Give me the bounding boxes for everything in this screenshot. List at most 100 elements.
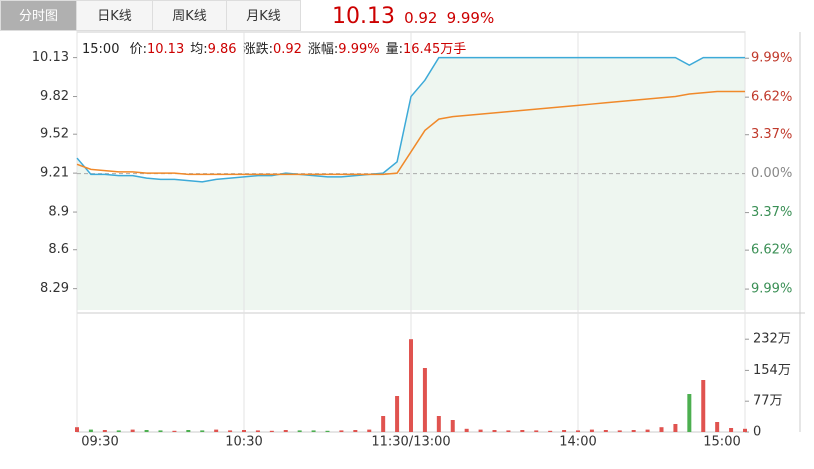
y2-tick-label: 3.37% bbox=[751, 205, 792, 220]
volume-bar bbox=[269, 430, 274, 432]
volume-bar bbox=[673, 424, 678, 432]
volume-bar bbox=[506, 430, 511, 432]
y-tick-label: 9.82 bbox=[40, 89, 69, 104]
y2-tick-label: 9.99% bbox=[751, 51, 792, 66]
volume-bar bbox=[715, 422, 720, 432]
x-tick-label: 10:30 bbox=[225, 435, 262, 450]
y-tick-label: 10.13 bbox=[32, 50, 69, 65]
info-time: 15:00 bbox=[82, 42, 120, 57]
y2-tick-label: 0.00% bbox=[751, 166, 792, 181]
volume-bar bbox=[214, 429, 219, 432]
volume-bar bbox=[242, 430, 246, 432]
volume-bar bbox=[367, 429, 372, 432]
volume-bar bbox=[409, 339, 413, 432]
volume-bar bbox=[186, 430, 191, 432]
quote: 10.13 0.92 9.99% bbox=[332, 4, 494, 29]
volume-bar bbox=[701, 380, 706, 432]
y-tick-label: 9.21 bbox=[40, 166, 69, 181]
info-label: 涨幅: bbox=[307, 42, 339, 57]
volume-bar bbox=[339, 430, 344, 432]
volume-bar bbox=[283, 430, 288, 432]
tab[interactable]: 周K线 bbox=[153, 0, 227, 31]
y2-unit: % bbox=[780, 90, 792, 105]
quote-price: 10.13 bbox=[332, 4, 395, 29]
volume-bar bbox=[589, 429, 594, 432]
volume-bar bbox=[548, 430, 553, 432]
volume-bar bbox=[631, 430, 636, 432]
info-value: 9.99% bbox=[338, 42, 380, 57]
volume-bar bbox=[562, 430, 567, 432]
volume-bar bbox=[729, 428, 734, 432]
y-tick-label: 8.29 bbox=[40, 281, 69, 296]
y-tick-label: 8.9 bbox=[48, 205, 69, 220]
volume-bar bbox=[576, 430, 580, 432]
frame bbox=[76, 31, 746, 433]
quote-pct: 9.99% bbox=[446, 9, 495, 27]
info-label: 量: bbox=[385, 42, 403, 57]
vol-tick-label: 0 bbox=[753, 425, 761, 440]
volume-bar bbox=[325, 430, 330, 432]
y2-unit: % bbox=[780, 51, 792, 66]
volume-bar bbox=[200, 430, 205, 432]
volume-bar bbox=[422, 368, 427, 432]
info-label: 均: bbox=[190, 42, 208, 57]
y2-tick-label: 6.62% bbox=[751, 243, 792, 258]
volume-bar bbox=[659, 427, 664, 432]
volume-bar bbox=[687, 394, 692, 432]
volume-bar bbox=[158, 430, 163, 432]
volume-bar bbox=[520, 430, 525, 432]
info-line: 15:00 价:10.13 均:9.86 涨跌:0.92 涨幅:9.99% 量:16.4… bbox=[82, 38, 466, 57]
x-tick-label: 14:00 bbox=[559, 435, 596, 450]
x-tick-label: 09:30 bbox=[81, 435, 118, 450]
volume-bar bbox=[102, 430, 107, 432]
y2-unit: % bbox=[780, 127, 792, 142]
y2-tick-label: 3.37% bbox=[751, 127, 792, 142]
volume-bar bbox=[436, 416, 441, 432]
info-label: 价: bbox=[129, 42, 147, 57]
vol-tick-label: 154万 bbox=[753, 363, 791, 378]
info-value: 10.13 bbox=[147, 42, 185, 57]
volume-bar bbox=[311, 430, 316, 432]
tab[interactable]: 日K线 bbox=[77, 0, 153, 31]
y2-tick-label: 9.99% bbox=[751, 282, 792, 297]
volume-bar bbox=[88, 429, 93, 432]
volume-bar bbox=[255, 430, 260, 432]
volume-bar bbox=[450, 420, 455, 432]
volume-bar bbox=[228, 430, 233, 432]
volume-bar bbox=[645, 429, 650, 432]
info-value: 0.92 bbox=[272, 42, 302, 57]
price-line bbox=[76, 90, 745, 176]
quote-change: 0.92 bbox=[404, 9, 438, 27]
volume-bar bbox=[116, 430, 121, 432]
volume-bar bbox=[75, 427, 79, 432]
x-tick-label: 11:30/13:00 bbox=[371, 435, 450, 450]
info-value: 9.86 bbox=[207, 42, 237, 57]
vol-tick-label: 232万 bbox=[753, 332, 791, 347]
volume-bar bbox=[492, 430, 497, 432]
volume-bar bbox=[464, 428, 469, 432]
volume-bar bbox=[743, 428, 747, 432]
y-tick-label: 8.6 bbox=[48, 242, 69, 257]
volume-bar bbox=[172, 430, 177, 432]
volume-bar bbox=[617, 430, 622, 432]
tab[interactable]: 月K线 bbox=[227, 0, 301, 31]
vol-tick-label: 77万 bbox=[753, 394, 783, 409]
volume-bar bbox=[130, 429, 135, 432]
info-label: 涨跌: bbox=[242, 42, 273, 57]
y2-tick-label: 6.62% bbox=[751, 90, 792, 105]
y-tick-label: 9.52 bbox=[40, 127, 69, 142]
volume-bar bbox=[381, 416, 386, 432]
price-line bbox=[76, 56, 745, 183]
volume-bar bbox=[478, 429, 483, 432]
tab[interactable]: 分时图 bbox=[0, 0, 77, 31]
price-area bbox=[77, 57, 745, 311]
volume-bar bbox=[353, 430, 358, 432]
volume-bar bbox=[144, 430, 149, 432]
x-tick-label: 15:00 bbox=[703, 435, 740, 450]
volume-bar bbox=[534, 430, 539, 432]
info-value: 16.45万手 bbox=[403, 42, 467, 57]
volume-bar bbox=[297, 430, 302, 432]
volume-bar bbox=[603, 430, 608, 432]
